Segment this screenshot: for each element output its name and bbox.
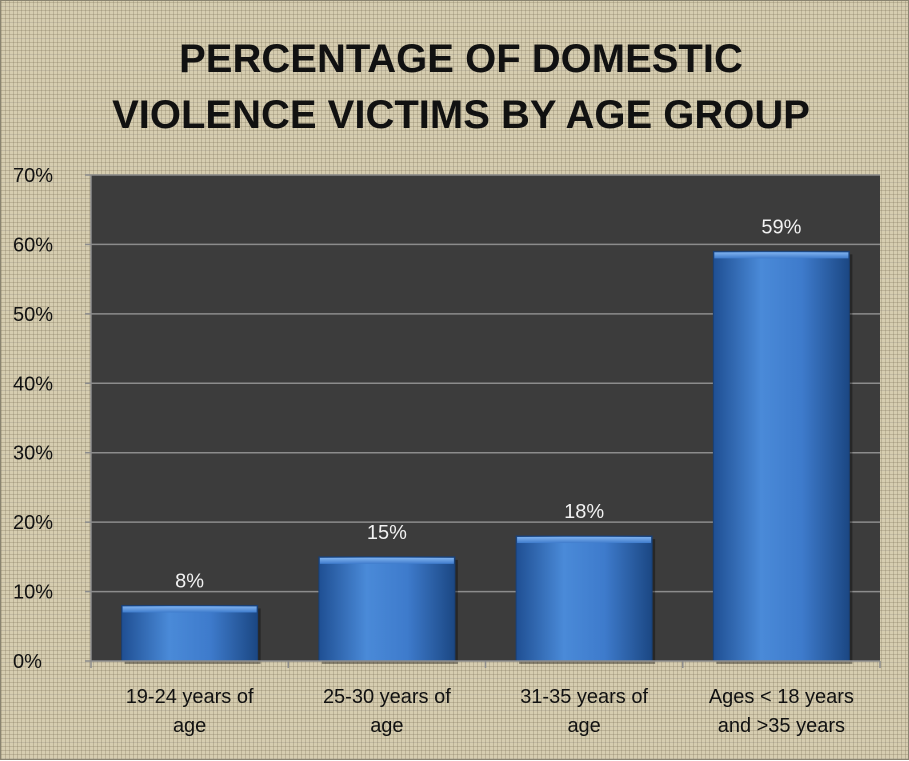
y-tick-label: 40% bbox=[13, 373, 53, 395]
bar bbox=[515, 535, 653, 662]
bar-highlight bbox=[714, 252, 849, 259]
bar bbox=[121, 604, 259, 662]
bar-highlight bbox=[122, 606, 257, 613]
y-tick-label: 20% bbox=[13, 512, 53, 534]
y-tick-label: 70% bbox=[13, 165, 53, 187]
x-category-label: 19-24 years of bbox=[126, 686, 254, 708]
data-label: 59% bbox=[761, 216, 801, 238]
bar bbox=[712, 250, 850, 662]
x-category-label: and >35 years bbox=[718, 715, 845, 737]
data-label: 18% bbox=[564, 501, 604, 523]
x-category-label: age bbox=[370, 715, 403, 737]
y-tick-label: 50% bbox=[13, 304, 53, 326]
x-category-label: 31-35 years of bbox=[520, 686, 648, 708]
chart-title: PERCENTAGE OF DOMESTIC VIOLENCE VICTIMS … bbox=[112, 37, 810, 137]
bar-highlight bbox=[517, 537, 652, 544]
data-label: 15% bbox=[367, 522, 407, 544]
y-tick-label: 60% bbox=[13, 234, 53, 256]
x-category-label: age bbox=[173, 715, 206, 737]
bar bbox=[318, 556, 456, 662]
x-category-label: Ages < 18 years bbox=[709, 686, 854, 708]
x-category-label: 25-30 years of bbox=[323, 686, 451, 708]
y-tick-label: 0% bbox=[13, 651, 42, 673]
y-tick-label: 30% bbox=[13, 443, 53, 465]
data-label: 8% bbox=[175, 570, 204, 592]
x-category-label: age bbox=[567, 715, 600, 737]
bar-highlight bbox=[319, 557, 454, 564]
y-tick-label: 10% bbox=[13, 582, 53, 604]
